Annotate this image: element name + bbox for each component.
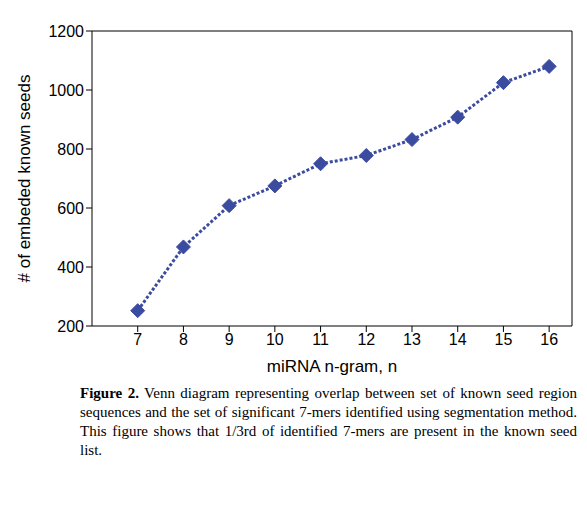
svg-text:# of embeded known seeds: # of embeded known seeds — [15, 75, 34, 283]
svg-text:12: 12 — [357, 331, 375, 348]
svg-text:16: 16 — [540, 331, 558, 348]
svg-text:800: 800 — [57, 141, 84, 158]
svg-text:600: 600 — [57, 200, 84, 217]
svg-text:10: 10 — [266, 331, 284, 348]
svg-text:15: 15 — [495, 331, 513, 348]
svg-text:1000: 1000 — [48, 82, 84, 99]
html-text:Figure 2. Venn diagram represe: Figure 2. Venn diagram representing over… — [80, 385, 577, 458]
svg-text:400: 400 — [57, 259, 84, 276]
svg-text:11: 11 — [312, 331, 329, 348]
svg-text:200: 200 — [57, 318, 84, 335]
svg-text:1200: 1200 — [48, 23, 84, 40]
svg-text:8: 8 — [179, 331, 188, 348]
svg-text:miRNA n-gram, n: miRNA n-gram, n — [267, 357, 397, 376]
svg-text:13: 13 — [403, 331, 421, 348]
svg-text:7: 7 — [133, 331, 142, 348]
svg-text:14: 14 — [449, 331, 467, 348]
svg-text:9: 9 — [225, 331, 234, 348]
